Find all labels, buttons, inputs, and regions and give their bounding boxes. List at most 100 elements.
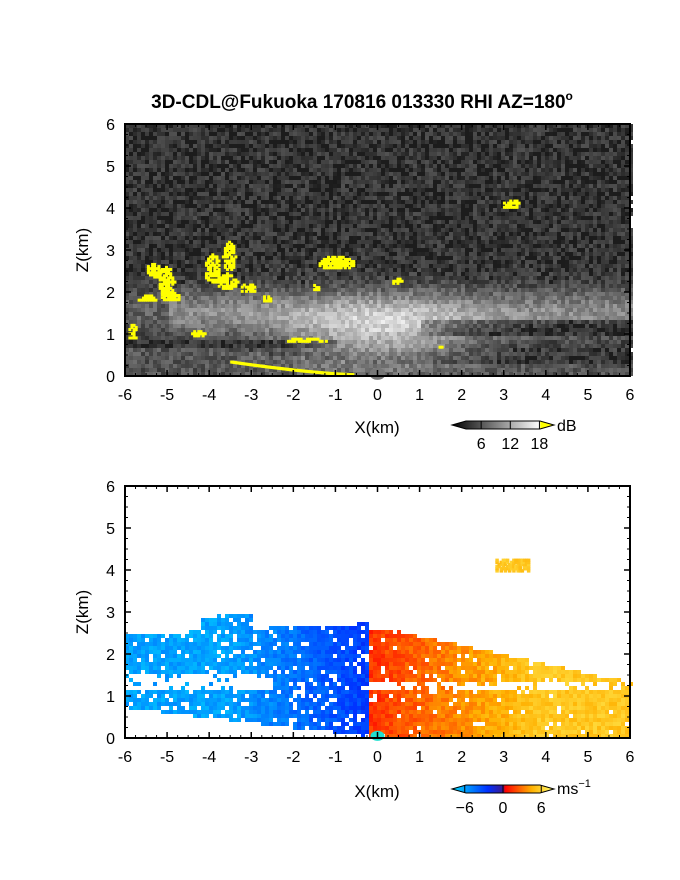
backscatter-cell	[157, 144, 161, 148]
backscatter-cell	[157, 260, 161, 264]
backscatter-cell	[213, 176, 217, 180]
backscatter-cell	[313, 304, 317, 308]
backscatter-cell	[349, 280, 353, 284]
backscatter-cell	[285, 256, 289, 260]
backscatter-cell	[333, 344, 337, 348]
backscatter-cell	[365, 308, 369, 312]
backscatter-cell	[445, 132, 449, 136]
backscatter-cell	[301, 128, 305, 132]
backscatter-cell	[325, 136, 329, 140]
backscatter-cell	[329, 312, 333, 316]
backscatter-cell	[217, 356, 221, 360]
backscatter-cell	[181, 344, 185, 348]
backscatter-cell	[169, 356, 173, 360]
backscatter-cell	[441, 292, 445, 296]
backscatter-cell	[393, 264, 397, 268]
backscatter-cell	[185, 312, 189, 316]
backscatter-cell	[345, 172, 349, 176]
backscatter-cell	[397, 200, 401, 204]
backscatter-cell	[285, 236, 289, 240]
backscatter-cell	[397, 160, 401, 164]
backscatter-cell	[193, 212, 197, 216]
backscatter-cell	[225, 264, 229, 268]
backscatter-cell	[397, 180, 401, 184]
backscatter-cell	[297, 356, 301, 360]
backscatter-cell	[285, 340, 289, 344]
backscatter-cell	[197, 192, 201, 196]
backscatter-cell	[309, 364, 313, 368]
backscatter-cell	[457, 204, 461, 208]
backscatter-cell	[217, 176, 221, 180]
backscatter-cell	[337, 276, 341, 280]
backscatter-cell	[333, 252, 337, 256]
backscatter-cell	[185, 196, 189, 200]
backscatter-cell	[409, 220, 413, 224]
backscatter-cell	[361, 316, 365, 320]
backscatter-cell	[269, 328, 273, 332]
backscatter-cell	[173, 300, 177, 304]
backscatter-cell	[397, 140, 401, 144]
backscatter-cell	[393, 156, 397, 160]
backscatter-cell	[333, 220, 337, 224]
backscatter-cell	[129, 152, 133, 156]
backscatter-cell	[421, 292, 425, 296]
backscatter-cell	[277, 304, 281, 308]
backscatter-cell	[389, 172, 393, 176]
backscatter-cell	[285, 316, 289, 320]
backscatter-cell	[297, 364, 301, 368]
backscatter-cell	[297, 296, 301, 300]
backscatter-cell	[381, 328, 385, 332]
backscatter-cell	[329, 368, 333, 372]
backscatter-cell	[141, 292, 145, 296]
backscatter-cell	[149, 160, 153, 164]
backscatter-cell	[125, 188, 129, 192]
backscatter-cell	[301, 192, 305, 196]
backscatter-cell	[369, 168, 373, 172]
backscatter-cell	[133, 156, 137, 160]
backscatter-cell	[225, 136, 229, 140]
backscatter-field	[125, 124, 633, 380]
backscatter-cell	[141, 124, 145, 128]
backscatter-cell	[465, 244, 469, 248]
backscatter-cell	[153, 308, 157, 312]
backscatter-cell	[473, 132, 477, 136]
backscatter-cell	[137, 256, 141, 260]
backscatter-cell	[321, 152, 325, 156]
backscatter-cell	[201, 152, 205, 156]
backscatter-cell	[269, 236, 273, 240]
backscatter-cell	[213, 328, 217, 332]
backscatter-cell	[393, 228, 397, 232]
backscatter-cell	[253, 272, 257, 276]
backscatter-cell	[245, 348, 249, 352]
backscatter-cell	[237, 176, 241, 180]
backscatter-cell	[145, 292, 149, 296]
backscatter-cell	[237, 236, 241, 240]
backscatter-cell	[329, 344, 333, 348]
backscatter-cell	[269, 336, 273, 340]
backscatter-cell	[145, 368, 149, 372]
backscatter-cell	[429, 128, 433, 132]
backscatter-cell	[341, 208, 345, 212]
backscatter-cell	[169, 200, 173, 204]
backscatter-cell	[413, 320, 417, 324]
backscatter-cell	[413, 160, 417, 164]
backscatter-cell	[441, 152, 445, 156]
backscatter-cell	[409, 364, 413, 368]
backscatter-cell	[293, 220, 297, 224]
backscatter-cell	[449, 220, 453, 224]
backscatter-cell	[165, 256, 169, 260]
backscatter-cell	[289, 228, 293, 232]
backscatter-cell	[209, 188, 213, 192]
backscatter-cell	[377, 364, 381, 368]
backscatter-cell	[349, 156, 353, 160]
backscatter-cell	[177, 340, 181, 344]
backscatter-cell	[241, 336, 245, 340]
backscatter-cell	[409, 124, 413, 128]
backscatter-cell	[373, 176, 377, 180]
backscatter-cell	[241, 200, 245, 204]
backscatter-cell	[421, 312, 425, 316]
backscatter-cell	[257, 136, 261, 140]
backscatter-cell	[181, 232, 185, 236]
backscatter-cell	[189, 184, 193, 188]
backscatter-cell	[329, 244, 333, 248]
